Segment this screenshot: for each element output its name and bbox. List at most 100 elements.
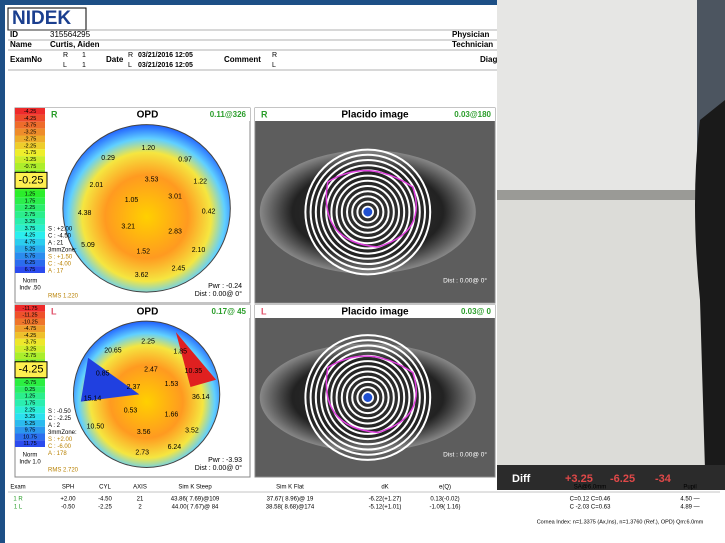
scale-cell — [15, 252, 45, 260]
scale-cell — [15, 156, 45, 163]
map-number: 20.65 — [104, 347, 122, 354]
panel-title: Placido image — [341, 110, 409, 121]
scale-label: 0.25 — [25, 387, 36, 393]
placido-ring — [346, 190, 390, 234]
scale-label: 6.75 — [25, 267, 36, 273]
dist: Dist : 0.00@ 0° — [195, 290, 242, 298]
scale-label: -3.25 — [24, 130, 37, 136]
table-cell: 2 — [138, 505, 142, 511]
scale-cell — [15, 211, 45, 218]
scale-cell — [15, 204, 45, 212]
limbus — [325, 170, 417, 248]
map-number: 2.73 — [135, 450, 149, 457]
rms: RMS 1.220 — [48, 294, 79, 300]
scale-label: 2.75 — [25, 212, 36, 218]
table-header: Sim K Flat — [276, 485, 304, 491]
person — [695, 100, 725, 470]
scale-cell — [15, 413, 45, 420]
scale-label: 3.25 — [25, 219, 36, 225]
scale-label: 2.25 — [25, 205, 36, 211]
scale-cell — [15, 197, 45, 205]
examno-label: ExamNo — [10, 55, 42, 64]
scale-label: -10.25 — [22, 319, 38, 325]
scale-label: -4.75 — [24, 326, 37, 332]
date-label: Date — [106, 55, 124, 64]
stat-line: 3mmZone: — [48, 247, 77, 253]
placido-ring — [330, 360, 406, 435]
placido-ring — [340, 370, 395, 425]
scale-label: 10.75 — [23, 434, 37, 440]
eye-label: R — [51, 109, 58, 119]
map-number: 1.05 — [125, 197, 139, 204]
map-number: 0.42 — [202, 209, 216, 216]
scale-label: 1.25 — [25, 394, 36, 400]
scale-label: 5.25 — [25, 246, 36, 252]
pwr: Pwr : -3.93 — [208, 457, 242, 464]
scale-label: -1.75 — [24, 150, 37, 156]
table-cell: C=0.12 C=0.46 — [570, 497, 611, 503]
scale-cell — [15, 231, 45, 239]
logo: NIDEK — [12, 8, 71, 29]
scale-label: -4.25 — [24, 116, 37, 122]
scale-cell — [15, 433, 45, 441]
l: L — [63, 62, 67, 69]
placido-ring — [356, 200, 380, 224]
placido-ring — [304, 148, 432, 276]
indv: Indv .50 — [19, 286, 41, 292]
scale-cell — [15, 114, 45, 122]
scale-label: -3.25 — [24, 346, 37, 352]
scale-label: 5.25 — [25, 421, 36, 427]
map-number: 1.20 — [141, 145, 155, 152]
scale-cell — [15, 318, 45, 326]
scale-label: 6.25 — [25, 260, 36, 266]
table-header: Sim K Steep — [178, 485, 212, 491]
map-number: 10.50 — [87, 423, 105, 430]
map-number: 2.25 — [141, 339, 155, 346]
stat-line: C : -6.00 — [48, 444, 72, 450]
scale-label: 1.75 — [25, 401, 36, 407]
scale-cell — [15, 392, 45, 400]
stat-line: A : 178 — [48, 451, 67, 457]
id: 315564295 — [50, 30, 91, 39]
scale-label: -3.75 — [24, 123, 37, 129]
table-header: CYL — [99, 485, 111, 491]
big-value: -4.25 — [18, 364, 43, 376]
table-cell: -0.50 — [61, 505, 75, 511]
map-number: 2.01 — [90, 182, 104, 189]
placido-ring — [351, 380, 385, 415]
table-header: dK — [381, 485, 388, 491]
scale-cell — [15, 386, 45, 393]
map-number: 0.97 — [178, 157, 192, 164]
table-cell: 1 L — [14, 505, 23, 511]
table-cell: -6.22(+1.27) — [369, 497, 402, 503]
table-cell: 44.00( 7.67)@ 84 — [172, 505, 219, 511]
scale-cell — [15, 190, 45, 198]
scale-cell — [15, 142, 45, 150]
placido-ring — [304, 334, 432, 461]
table-header: SA@6.0mm — [574, 485, 606, 491]
stat-line: S : +2.00 — [48, 226, 73, 232]
table-cell: 0.13(-0.02) — [430, 497, 459, 503]
stat-line: A : 17 — [48, 268, 64, 274]
panel-value: 0.17@ 45 — [212, 307, 247, 316]
id-label: ID — [10, 30, 18, 39]
scale-cell — [15, 379, 45, 387]
diff-bar — [497, 465, 725, 490]
scale-cell — [15, 426, 45, 434]
diff-value: +3.25 — [565, 473, 593, 485]
scale-cell — [15, 238, 45, 246]
scale-cell — [15, 440, 45, 447]
scale-label: -2.25 — [24, 143, 37, 149]
scale-label: -2.75 — [24, 353, 37, 359]
table-cell: 38.58( 8.68)@174 — [266, 505, 315, 511]
map-number: 2.83 — [168, 229, 182, 236]
scale-label: 3.25 — [25, 414, 36, 420]
date-r: 03/21/2016 12:05 — [138, 52, 193, 59]
placido-ring — [335, 365, 400, 430]
table-cell: C -2.03 C=0.63 — [570, 505, 612, 511]
r: R — [128, 52, 133, 59]
map-number: 6.24 — [168, 444, 182, 451]
center-mark — [362, 206, 374, 218]
table-cell: -5.12(+1.01) — [369, 505, 402, 511]
scale-cell — [15, 149, 45, 157]
